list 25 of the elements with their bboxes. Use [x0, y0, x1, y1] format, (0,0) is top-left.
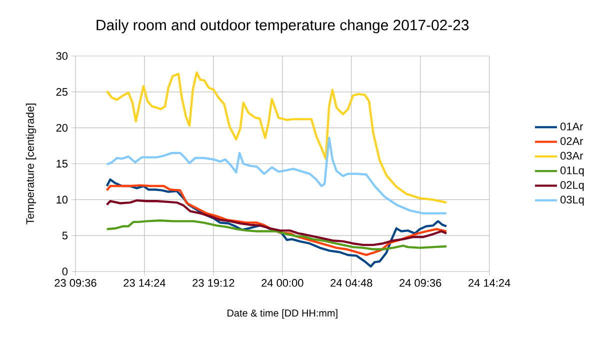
line-series	[106, 178, 448, 268]
y-axis-title: Temperature [centigrade]	[26, 104, 36, 224]
legend-label: 03Lq	[560, 196, 584, 206]
legend-label: 02Ar	[560, 137, 584, 145]
legend-label: 02Lq	[560, 181, 584, 192]
x-tick-label: 24 14:24	[468, 279, 510, 287]
legend-label: 01Lq	[560, 166, 584, 176]
x-axis-title: Date & time [DD HH:mm]	[228, 309, 338, 319]
x-tick-label: 23 19:12	[192, 279, 234, 287]
x-tick-label: 23 09:36	[54, 279, 96, 287]
x-tick-label: 24 00:00	[262, 279, 304, 287]
y-tick-label: 0	[62, 268, 68, 276]
line-series	[106, 199, 448, 246]
y-tick-label: 25	[56, 88, 68, 96]
y-tick-label: 15	[56, 160, 68, 168]
y-tick-label: 30	[56, 52, 68, 60]
legend-label: 03Ar	[560, 152, 584, 160]
x-tick-label: 24 04:48	[330, 279, 372, 287]
x-tick-label: 24 09:36	[400, 279, 442, 287]
y-tick-label: 10	[56, 196, 68, 204]
y-tick-label: 20	[56, 124, 68, 132]
legend-label: 01Ar	[560, 122, 584, 130]
x-tick-label: 23 14:24	[124, 279, 166, 287]
chart-title: Daily room and outdoor temperature change 2017-02-23	[96, 19, 469, 34]
y-tick-label: 5	[62, 232, 68, 240]
